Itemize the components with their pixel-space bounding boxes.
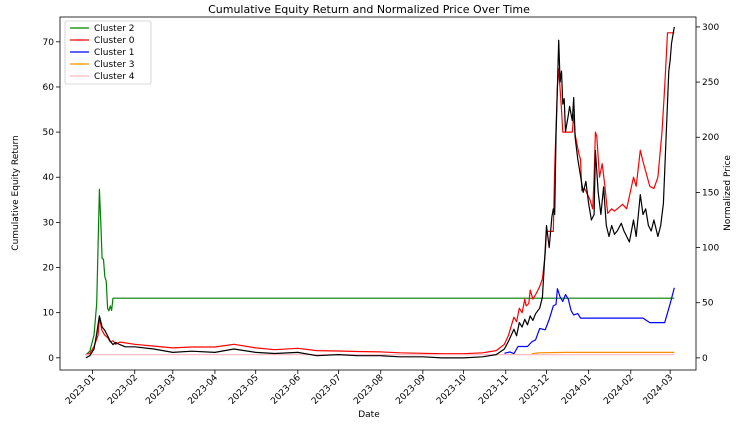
y-right-tick-label: 300 [702,23,719,33]
x-axis: 2023-01 2023-02 2023-03 2023-04 2023-05 2023-… [64,370,675,407]
y-left-tick-label: 10 [43,309,55,319]
y-left-tick-label: 60 [43,83,55,93]
x-tick-label: 2023-04 [186,373,220,407]
legend: Cluster 2 Cluster 0 Cluster 1 Cluster 3 Clus… [64,20,152,85]
y-left-tick-label: 30 [43,218,55,228]
x-tick-label: 2023-09 [394,373,428,407]
series-line-cluster-2 [85,188,675,356]
x-axis-label: Date [358,410,380,420]
x-tick-label: 2023-10 [435,373,469,407]
series-line-price [85,26,675,359]
x-tick-label: 2024-01 [560,373,594,407]
y-left-axis-label: Cumulative Equity Return [11,135,21,250]
x-tick-label: 2024-02 [602,373,636,407]
y-right-tick-label: 0 [702,354,708,364]
x-tick-label: 2023-07 [310,373,344,407]
y-left-tick-label: 20 [43,264,55,274]
x-tick-label: 2023-12 [518,373,552,407]
y-left-axis: 0 10 20 30 40 50 60 70 [43,38,60,364]
x-tick-label: 2023-02 [106,373,140,407]
x-tick-label: 2023-03 [144,373,178,407]
y-right-tick-label: 100 [702,244,719,254]
legend-label-cluster-2: Cluster 2 [94,24,135,34]
series-line-cluster-1 [504,287,675,355]
x-tick-label: 2023-05 [227,373,261,407]
series-line-cluster-3 [531,351,675,355]
legend-label-cluster-4: Cluster 4 [94,72,135,82]
y-left-tick-label: 50 [43,128,55,138]
plot-lines [85,26,675,359]
legend-label-cluster-0: Cluster 0 [94,36,135,46]
y-right-tick-label: 150 [702,188,719,198]
y-right-axis-label: Normalized Price [723,155,733,231]
x-tick-label: 2024-03 [642,373,676,407]
y-left-tick-label: 40 [43,173,55,183]
y-right-axis: 0 50 100 150 200 250 300 [696,23,719,364]
y-left-tick-label: 0 [48,354,54,364]
y-right-tick-label: 50 [702,299,714,309]
x-tick-label: 2023-06 [269,373,303,407]
x-tick-label: 2023-01 [64,373,98,407]
y-left-tick-label: 70 [43,38,55,48]
plot-frame [59,16,697,371]
y-right-tick-label: 250 [702,78,719,88]
x-tick-label: 2023-08 [352,373,386,407]
legend-label-cluster-1: Cluster 1 [94,48,135,58]
series-line-cluster-0 [85,32,675,356]
y-right-tick-label: 200 [702,133,719,143]
chart-title: Cumulative Equity Return and Normalized … [208,3,530,16]
legend-box [64,20,152,85]
legend-label-cluster-3: Cluster 3 [94,60,135,70]
x-tick-label: 2023-11 [477,373,511,407]
